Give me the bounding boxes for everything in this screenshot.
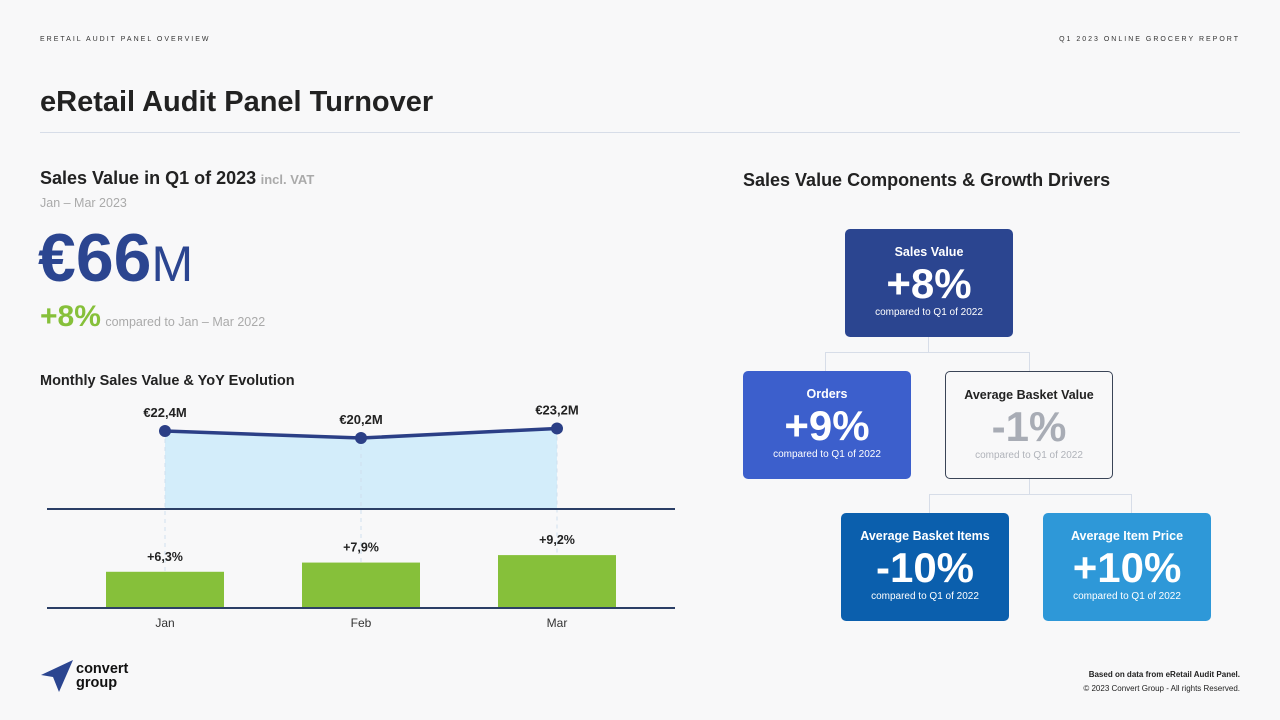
- x-tick-label: Jan: [155, 616, 174, 630]
- box-title: Average Basket Items: [860, 529, 990, 543]
- box-title: Orders: [806, 387, 848, 401]
- bar-label: +7,9%: [343, 541, 379, 555]
- kpi-value-unit: M: [151, 236, 194, 292]
- bar: [106, 571, 224, 608]
- bar: [498, 555, 616, 608]
- box-average-basket-items: Average Basket Items -10% compared to Q1 o…: [841, 513, 1009, 621]
- drivers-heading: Sales Value Components & Growth Drivers: [743, 170, 1111, 190]
- chart-title: Monthly Sales Value & YoY Evolution: [40, 373, 295, 389]
- box-value: +9%: [784, 402, 870, 449]
- kpi-growth-value: +8%: [40, 300, 101, 333]
- box-note: compared to Q1 of 2022: [975, 450, 1083, 461]
- data-label: €20,2M: [339, 412, 382, 427]
- box-average-item-price: Average Item Price +10% compared to Q1 of …: [1043, 513, 1211, 621]
- area-fill: [165, 428, 557, 509]
- box-value: +10%: [1072, 544, 1182, 591]
- page-title: eRetail Audit Panel Turnover: [40, 86, 434, 118]
- divider: [40, 132, 1240, 133]
- data-point: [355, 432, 367, 445]
- box-value: +8%: [886, 260, 972, 307]
- box-title: Average Item Price: [1070, 529, 1184, 543]
- kpi-growth: +8% compared to Jan – Mar 2022: [40, 300, 265, 334]
- box-note: compared to Q1 of 2022: [1073, 591, 1181, 602]
- box-title: Average Basket Value: [964, 388, 1094, 402]
- data-point: [159, 425, 171, 437]
- source-note: Based on data from eRetail Audit Panel.: [1088, 670, 1240, 679]
- bar: [302, 562, 420, 608]
- bar-label: +9,2%: [539, 533, 575, 547]
- data-label: €22,4M: [143, 405, 186, 420]
- box-average-basket-value: Average Basket Value -1% compared to Q1 of…: [945, 371, 1113, 479]
- box-note: compared to Q1 of 2022: [871, 591, 979, 602]
- data-point: [551, 422, 563, 435]
- kpi-value-number: €66: [38, 220, 152, 296]
- header-left: ERETAIL AUDIT PANEL OVERVIEW: [40, 36, 211, 43]
- box-value: -10%: [875, 544, 975, 591]
- box-note: compared to Q1 of 2022: [875, 307, 983, 318]
- kpi-period: Jan – Mar 2023: [40, 196, 127, 210]
- kpi-heading-note: incl. VAT: [260, 172, 315, 187]
- header-right: Q1 2023 ONLINE GROCERY REPORT: [1059, 36, 1240, 43]
- logo-word: group: [76, 675, 118, 691]
- logo-text: convert group: [76, 661, 129, 691]
- box-orders: Orders +9% compared to Q1 of 2022: [743, 371, 911, 479]
- box-title: Sales Value: [894, 245, 964, 259]
- logo: [40, 659, 74, 698]
- copyright: © 2023 Convert Group - All rights Reserv…: [1083, 684, 1240, 693]
- logo-arrow-icon: [41, 660, 73, 692]
- logo-word: convert: [76, 661, 129, 677]
- box-note: compared to Q1 of 2022: [773, 449, 881, 460]
- data-label: €23,2M: [535, 402, 578, 417]
- kpi-value: €66M: [38, 222, 193, 313]
- x-tick-label: Mar: [547, 616, 568, 630]
- monthly-chart: €22,4M +6,3% Jan €20,2M +7,9% Feb €23,2M +9,2% M…: [47, 402, 675, 630]
- bar-label: +6,3%: [147, 550, 183, 564]
- kpi-growth-note: compared to Jan – Mar 2022: [105, 315, 266, 329]
- x-tick-label: Feb: [351, 616, 372, 630]
- kpi-heading: Sales Value in Q1 of 2023 incl. VAT: [40, 168, 314, 189]
- box-value: -1%: [991, 403, 1067, 450]
- box-sales-value: Sales Value +8% compared to Q1 of 2022: [845, 229, 1013, 337]
- kpi-heading-text: Sales Value in Q1 of 2023: [40, 168, 257, 188]
